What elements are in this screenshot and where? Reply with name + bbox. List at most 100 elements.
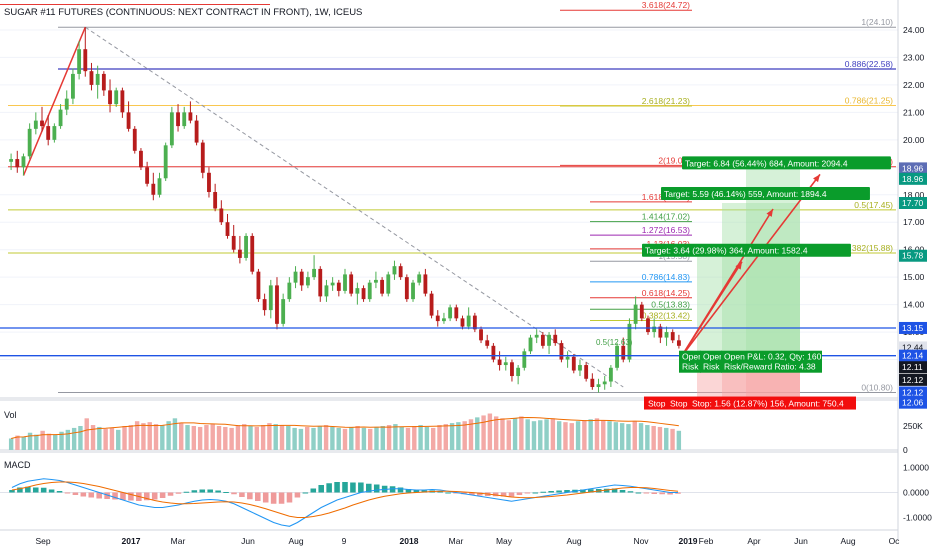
price-tag-label: 18.96 (902, 174, 924, 184)
macd-histogram-bar (199, 489, 206, 493)
target-label-text: Target: 6.84 (56.44%) 684, Amount: 2094.… (685, 158, 848, 168)
target-arrows[interactable] (681, 173, 821, 357)
time-tick-label: Mar (171, 536, 186, 546)
macd-histogram-bar (334, 482, 340, 493)
macd-histogram-bar (223, 492, 229, 493)
volume-bar (141, 423, 146, 450)
volume-bar (128, 425, 134, 450)
volume-bar (430, 427, 436, 450)
candles (9, 27, 681, 393)
macd-histogram-bar (627, 491, 634, 493)
volume-bar (323, 425, 329, 450)
candle-body (64, 98, 69, 110)
price-tag-box (899, 162, 927, 175)
macd-histogram-bar (405, 489, 412, 493)
price-tag-box (899, 361, 927, 374)
macd-histogram-bar (350, 482, 356, 493)
fib-extension[interactable]: 3.618(24.72)2.618(21.23)2(19.07)1.618(17… (560, 0, 692, 322)
zigzag-line[interactable] (22, 26, 86, 176)
volume-bar (166, 421, 171, 450)
candle-body (404, 277, 409, 300)
volume-bar (305, 426, 310, 450)
volume-bar (330, 426, 335, 450)
target-arrow[interactable] (681, 208, 774, 357)
target-label-text: Target: 5.59 (46.14%) 559, Amount: 1894.… (664, 189, 827, 199)
candle-body (534, 334, 539, 338)
candle-body (510, 362, 514, 377)
candle-body (584, 365, 589, 379)
macd-histogram-bar (64, 492, 71, 494)
macd-histogram-bar (556, 490, 562, 493)
volume-bar (531, 421, 537, 450)
candle-body (256, 271, 261, 300)
time-tick-label: Aug (288, 536, 303, 546)
volume-bar (664, 427, 669, 450)
macd-histogram-bar (358, 482, 364, 493)
trend-line-dashed[interactable] (85, 26, 624, 388)
price-tick-label: 15.00 (903, 272, 925, 282)
candle-body (126, 112, 131, 129)
long-positions[interactable] (697, 168, 800, 399)
entry-label-open: Open (703, 352, 724, 362)
price-tag-label: 12.14 (902, 351, 924, 361)
candle-body (188, 112, 193, 121)
candle-body (287, 282, 292, 300)
candle-body (244, 235, 248, 258)
volume-bar (361, 427, 367, 450)
signal-line (11, 481, 679, 519)
volume-bar (475, 417, 480, 450)
volume-bar (40, 430, 45, 450)
price-tag-box (899, 197, 927, 209)
stop-label-1: Stop (648, 399, 666, 409)
volume-bar (670, 428, 675, 450)
volume-bar (279, 425, 285, 450)
time-tick-label: Aug (840, 536, 855, 546)
price-tag-label: 17.70 (902, 198, 924, 208)
candle-body (163, 145, 168, 179)
macd-histogram-bar (278, 492, 285, 504)
candle-body (528, 337, 533, 352)
candle-body (275, 285, 279, 324)
candle-body (571, 356, 576, 371)
candle-body (627, 323, 632, 360)
volume-bar (569, 423, 574, 450)
macd-histogram-bar (239, 492, 245, 497)
volume-bar (109, 427, 115, 450)
volume-bar (71, 427, 77, 450)
macd-histogram-bar (286, 492, 293, 503)
candle-body (71, 73, 75, 99)
volume-bar (27, 432, 33, 450)
candle-body (380, 279, 385, 294)
volume-bar (191, 426, 197, 450)
target-arrow[interactable] (681, 173, 821, 357)
volume-bar (65, 429, 71, 450)
candle-body (293, 271, 298, 283)
volume-bar (519, 416, 524, 450)
candle-body (262, 299, 267, 311)
candle-body (547, 334, 551, 346)
volume-bar (462, 421, 467, 450)
volume-bar (267, 423, 272, 450)
vol-label: Vol (4, 410, 17, 420)
entry-label-risk: Risk (682, 362, 699, 372)
price-tag-box (899, 172, 927, 185)
volume-bar (588, 419, 593, 450)
macd-histogram-bar (191, 490, 198, 493)
volume-tick-label: 250K (903, 421, 923, 431)
volume-bar (34, 434, 39, 450)
candle-body (435, 315, 440, 322)
candle-body (58, 109, 63, 127)
volume-bar (506, 420, 511, 450)
price-tag-box (899, 373, 927, 386)
volume-bar (336, 427, 341, 450)
fib-retracement-label: 0.382(15.88) (845, 243, 893, 253)
macd-histogram-bar (17, 487, 23, 493)
macd-histogram-bar (603, 488, 610, 493)
macd-histogram-bar (159, 492, 166, 498)
time-tick-label: Sep (35, 536, 50, 546)
target-label-box (661, 187, 870, 200)
macd-histogram-bar (40, 487, 47, 493)
price-tick-label: 16.00 (903, 245, 925, 255)
